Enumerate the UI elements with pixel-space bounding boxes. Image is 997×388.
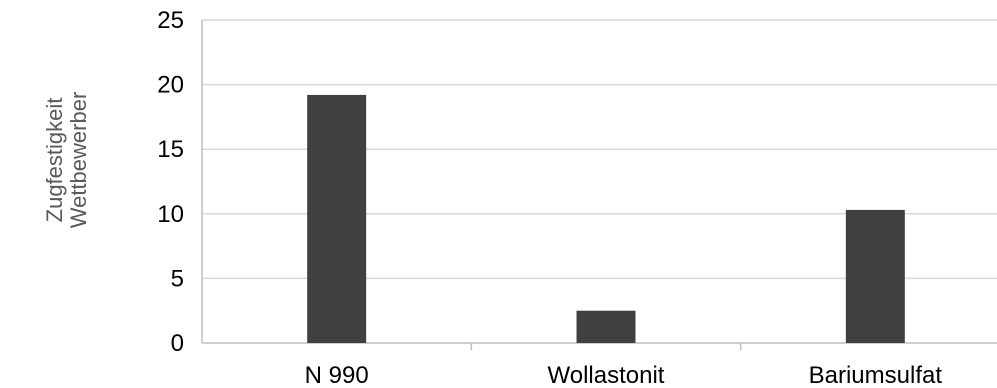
y-tick-labels: 0 5 10 15 20 25 xyxy=(157,7,184,357)
x-tick-labels: N 990 Wollastonit Bariumsulfat xyxy=(305,362,943,388)
y-axis-label: Zugfestigkeit Wettbewerber xyxy=(42,92,91,229)
x-tick-label: N 990 xyxy=(305,362,369,388)
y-axis-label-line-2: Wettbewerber xyxy=(66,92,91,229)
y-axis-label-line-1: Zugfestigkeit xyxy=(42,98,67,223)
x-tick-label: Wollastonit xyxy=(548,362,665,388)
y-tick-label: 0 xyxy=(171,330,184,357)
bar-n-990 xyxy=(307,94,367,343)
y-tick-label: 25 xyxy=(157,7,184,34)
x-tick-label: Bariumsulfat xyxy=(809,362,943,388)
bar-wollastonit xyxy=(576,310,636,343)
y-tick-label: 5 xyxy=(171,265,184,292)
bars xyxy=(307,94,905,343)
y-tick-label: 10 xyxy=(157,201,184,228)
bar-bariumsulfat xyxy=(845,209,905,343)
y-tick-label: 20 xyxy=(157,72,184,99)
y-tick-label: 15 xyxy=(157,136,184,163)
